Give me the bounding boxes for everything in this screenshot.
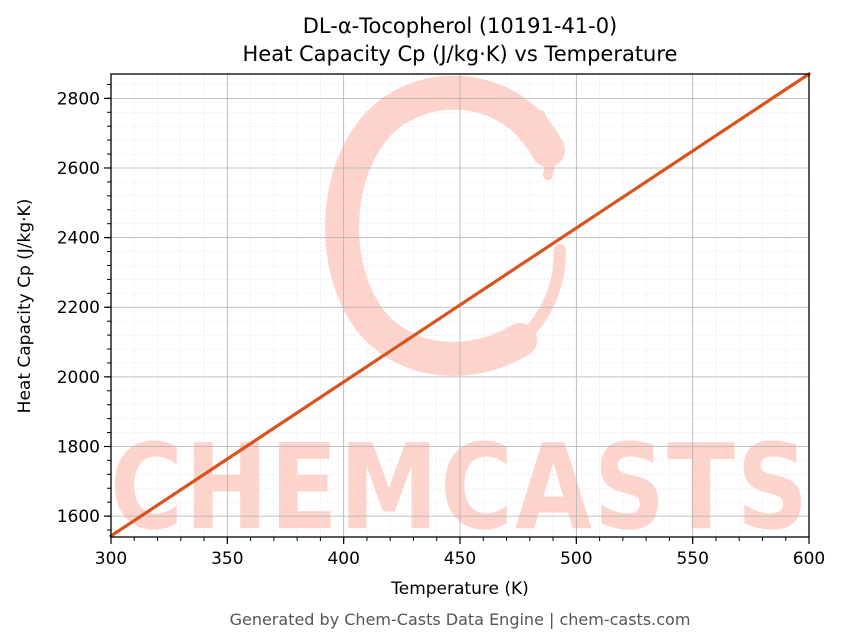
y-tick-label: 2200 <box>57 298 100 318</box>
x-tick-labels: 300 350 400 450 500 550 600 <box>95 549 825 569</box>
x-tick-label: 400 <box>327 549 359 569</box>
series-line <box>108 71 812 539</box>
x-tick-label: 550 <box>676 549 708 569</box>
watermark-swirl-icon <box>325 75 566 376</box>
y-tick-label: 1600 <box>57 507 100 527</box>
y-axis-label: Heat Capacity Cp (J/kg·K) <box>15 199 35 414</box>
watermark: CHEMCASTS <box>110 75 810 556</box>
watermark-text: CHEMCASTS <box>110 418 810 556</box>
y-tick-label: 2400 <box>57 229 100 249</box>
y-tick-label: 2800 <box>57 89 100 109</box>
y-tick-labels: 1600 1800 2000 2200 2400 2600 2800 <box>57 89 100 527</box>
x-tick-label: 500 <box>560 549 592 569</box>
x-tick-label: 600 <box>793 549 825 569</box>
chart-title-line-2: Heat Capacity Cp (J/kg·K) vs Temperature <box>243 42 678 66</box>
ticks <box>104 83 810 544</box>
y-tick-label: 2000 <box>57 368 100 388</box>
y-tick-label: 1800 <box>57 437 100 457</box>
x-axis-label: Temperature (K) <box>390 579 529 599</box>
series-layer <box>108 71 812 539</box>
x-tick-label: 450 <box>444 549 476 569</box>
chart-title-line-1: DL-α-Tocopherol (10191-41-0) <box>303 14 618 38</box>
x-tick-label: 350 <box>211 549 243 569</box>
y-tick-label: 2600 <box>57 159 100 179</box>
x-tick-label: 300 <box>95 549 127 569</box>
footer-credit: Generated by Chem-Casts Data Engine | ch… <box>230 610 691 629</box>
